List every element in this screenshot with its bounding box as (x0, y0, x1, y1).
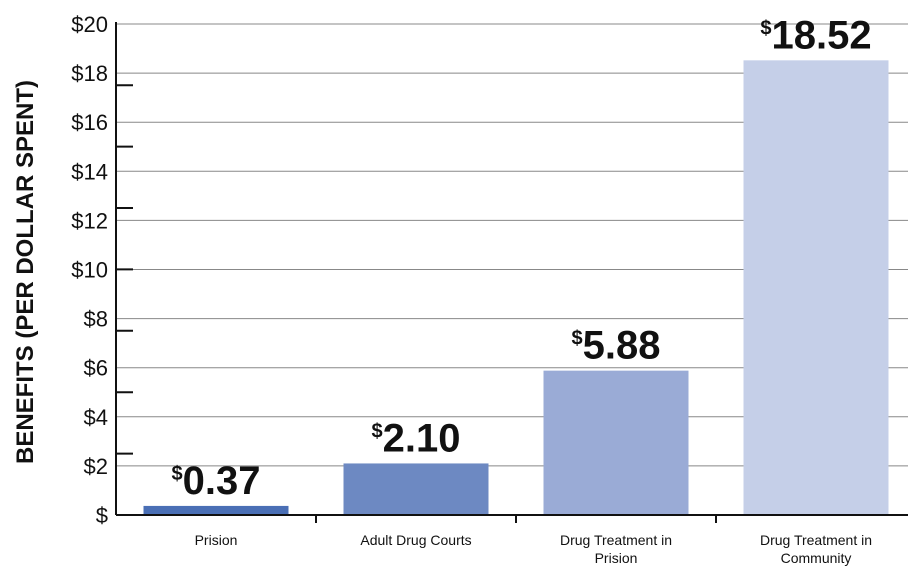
value-labels: $0.37$2.10$5.88$18.52 (172, 13, 872, 503)
y-tick-label: $4 (84, 405, 108, 430)
x-category-label: Adult Drug Courts (360, 532, 471, 548)
bar (143, 505, 289, 515)
y-axis-label: BENEFITS (PER DOLLAR SPENT) (12, 80, 39, 464)
bar (743, 60, 889, 516)
bar (543, 370, 689, 515)
value-label: $5.88 (572, 324, 661, 368)
x-category-label: Community (781, 550, 852, 566)
value-label: $0.37 (172, 459, 261, 503)
value-label-currency: $ (760, 17, 771, 39)
x-category-label: Prision (595, 550, 638, 566)
bars (143, 60, 889, 516)
value-label-amount: 5.88 (583, 324, 661, 368)
y-tick-label: $16 (71, 110, 108, 135)
x-category-label: Prision (195, 532, 238, 548)
y-tick-label: $20 (71, 12, 108, 37)
y-tick-label: $2 (84, 454, 108, 479)
value-label-amount: 18.52 (772, 13, 872, 57)
y-tick-label: $8 (84, 307, 108, 332)
value-label-currency: $ (172, 463, 183, 485)
y-tick-labels: $ $2 $4 $6 $8 $10 $12 $14 $16 $18 $20 (71, 12, 108, 528)
y-tick-label: $6 (84, 356, 108, 381)
axes (115, 22, 908, 523)
value-label-amount: 0.37 (183, 459, 261, 503)
y-tick-label: $18 (71, 61, 108, 86)
x-category-labels: Prision Adult Drug Courts Drug Treatment i… (195, 532, 872, 566)
value-label: $2.10 (372, 416, 461, 460)
bar (343, 463, 489, 515)
y-tick-label: $ (96, 503, 108, 528)
y-tick-label: $10 (71, 258, 108, 283)
value-label-currency: $ (372, 420, 383, 442)
gridlines (116, 23, 908, 467)
x-category-label: Drug Treatment in (760, 532, 872, 548)
value-label-amount: 2.10 (383, 416, 461, 460)
value-label: $18.52 (760, 13, 871, 57)
x-category-label: Drug Treatment in (560, 532, 672, 548)
value-label-currency: $ (572, 328, 583, 350)
y-tick-label: $12 (71, 208, 108, 233)
y-tick-label: $14 (71, 159, 108, 184)
